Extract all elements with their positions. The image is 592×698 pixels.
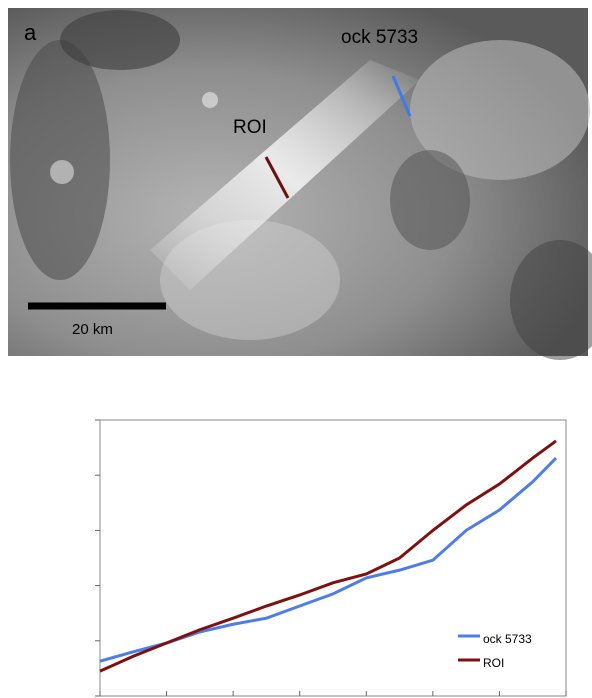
annotation: ROI (233, 117, 267, 138)
scale-bar-label: 20 km (72, 321, 113, 338)
satellite-image: a ock 5733 ROI 20 km (8, 8, 592, 360)
panel-label: a (24, 20, 37, 45)
figure-svg: a ock 5733 ROI 20 km ock 5733 ROI (0, 0, 592, 698)
legend-label: ROI (483, 656, 504, 670)
chart: ock 5733 ROI (95, 420, 566, 696)
legend-label: ock 5733 (483, 632, 532, 646)
data-line (100, 458, 556, 661)
figure: a ock 5733 ROI 20 km ock 5733 ROI (0, 0, 592, 698)
annotation: ock 5733 (341, 27, 418, 48)
plot-frame (100, 420, 566, 696)
